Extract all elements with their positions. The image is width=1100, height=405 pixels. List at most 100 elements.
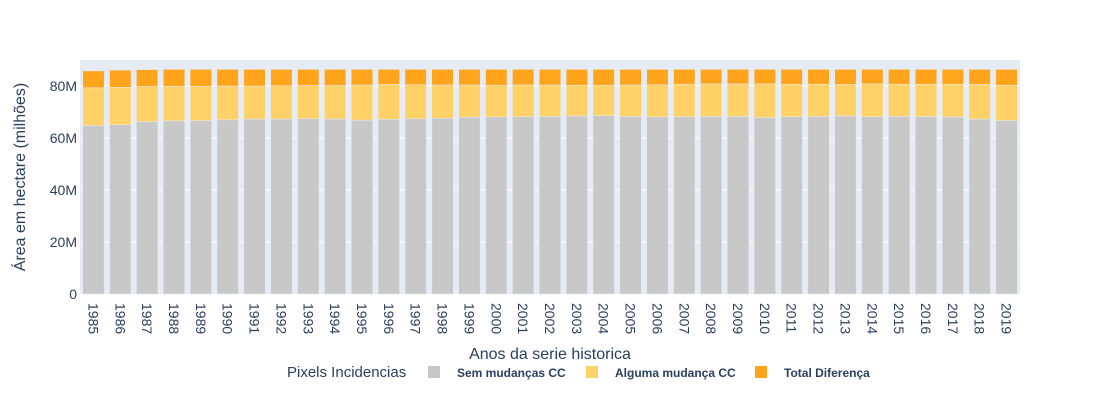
bar-segment: [377, 84, 400, 120]
bar-segment: [458, 69, 481, 86]
x-axis: 1985 1986 1987 1988 1989 1990 1991 1992 1993 1994…: [85, 303, 1014, 334]
x-tick-label: 1997: [408, 303, 424, 334]
bar-segment: [941, 83, 964, 118]
bar-segment: [565, 84, 588, 117]
x-tick-label: 2011: [784, 303, 800, 333]
bar-segment: [807, 116, 830, 295]
bar-segment: [431, 117, 454, 295]
bar-segment: [351, 119, 373, 295]
bar-segment: [109, 69, 132, 88]
y-axis: 0 20M 40M 60M 80M: [50, 78, 77, 302]
bar-segment: [700, 116, 723, 295]
bar-segment: [82, 125, 105, 295]
bar-segment: [324, 118, 347, 295]
bar-segment: [189, 120, 212, 295]
bar-segment: [351, 69, 373, 86]
bar-segment: [485, 116, 508, 295]
bar-segment: [619, 84, 642, 117]
bar-segment: [431, 69, 454, 86]
bar-segment: [941, 69, 964, 85]
bar-segment: [888, 116, 911, 295]
x-tick-label: 2014: [864, 303, 880, 334]
bar-segment: [458, 84, 481, 118]
x-tick-label: 2009: [730, 303, 746, 334]
bar-segment: [780, 83, 803, 117]
x-tick-label: 2013: [837, 303, 853, 334]
x-tick-label: 2012: [811, 303, 827, 334]
x-tick-label: 2005: [623, 303, 639, 334]
bar-segment: [646, 116, 669, 295]
bar-segment: [163, 120, 185, 295]
bar-segment: [82, 87, 105, 126]
bar-segment: [512, 116, 535, 295]
x-tick-label: 1993: [300, 303, 316, 334]
bar-segment: [727, 69, 749, 85]
x-tick-label: 1996: [381, 303, 397, 334]
bar-segment: [807, 83, 830, 117]
bar-segment: [915, 83, 937, 117]
x-tick-label: 2006: [649, 303, 665, 334]
bar-segment: [109, 87, 132, 125]
bar-segment: [136, 86, 159, 122]
bar-segment: [404, 69, 427, 85]
bar-segment: [109, 124, 132, 295]
x-tick-label: 2002: [542, 303, 558, 334]
bar-segment: [539, 84, 561, 117]
bar-segment: [351, 84, 373, 121]
bar-segment: [243, 85, 266, 120]
bar-segment: [270, 85, 293, 120]
bar-segment: [727, 116, 749, 295]
bar-segment: [324, 69, 347, 86]
bar-segment: [915, 69, 937, 85]
bar-segment: [592, 84, 615, 116]
x-tick-label: 1999: [461, 303, 477, 334]
bar-segment: [753, 117, 776, 295]
bar-segment: [941, 116, 964, 295]
x-tick-label: 2000: [488, 303, 504, 334]
bar-segment: [619, 116, 642, 295]
x-tick-label: 2010: [757, 303, 773, 334]
bar-segment: [136, 121, 159, 295]
bar-segment: [673, 69, 696, 85]
x-tick-label: 1986: [112, 303, 128, 334]
x-tick-label: 1985: [85, 303, 101, 334]
bar-segment: [834, 115, 857, 295]
bar-segment: [968, 118, 991, 295]
bar-segment: [539, 69, 561, 86]
bar-segment: [915, 116, 937, 295]
x-tick-label: 2001: [515, 303, 531, 334]
bar-segment: [377, 119, 400, 295]
bar-segment: [512, 84, 535, 117]
bar-segment: [243, 69, 266, 87]
bar-segment: [512, 69, 535, 86]
x-tick-label: 2007: [676, 303, 692, 334]
x-tick-label: 1991: [247, 303, 263, 334]
bar-segment: [646, 69, 669, 85]
y-tick-label: 80M: [50, 78, 77, 94]
bar-segment: [592, 115, 615, 295]
legend-label: Total Diferença: [784, 366, 870, 380]
bar-segment: [136, 69, 159, 87]
bar-segment: [216, 69, 239, 87]
bars: [82, 69, 1018, 295]
legend: Pixels Incidencias Sem mudanças CC Alguma…: [287, 364, 870, 381]
bar-segment: [458, 116, 481, 295]
bar-segment: [404, 84, 427, 120]
bar-segment: [727, 83, 749, 117]
bar-segment: [297, 85, 320, 120]
bar-segment: [485, 69, 508, 86]
legend-swatch: [428, 366, 440, 378]
bar-segment: [163, 86, 185, 122]
bar-segment: [834, 84, 857, 117]
bar-segment: [297, 69, 320, 86]
bar-segment: [753, 83, 776, 118]
x-tick-label: 1995: [354, 303, 370, 334]
y-tick-label: 20M: [50, 234, 77, 250]
bar-segment: [700, 69, 723, 85]
x-tick-label: 1998: [435, 303, 451, 334]
x-tick-label: 2015: [891, 303, 907, 334]
bar-segment: [270, 118, 293, 295]
bar-segment: [780, 116, 803, 295]
